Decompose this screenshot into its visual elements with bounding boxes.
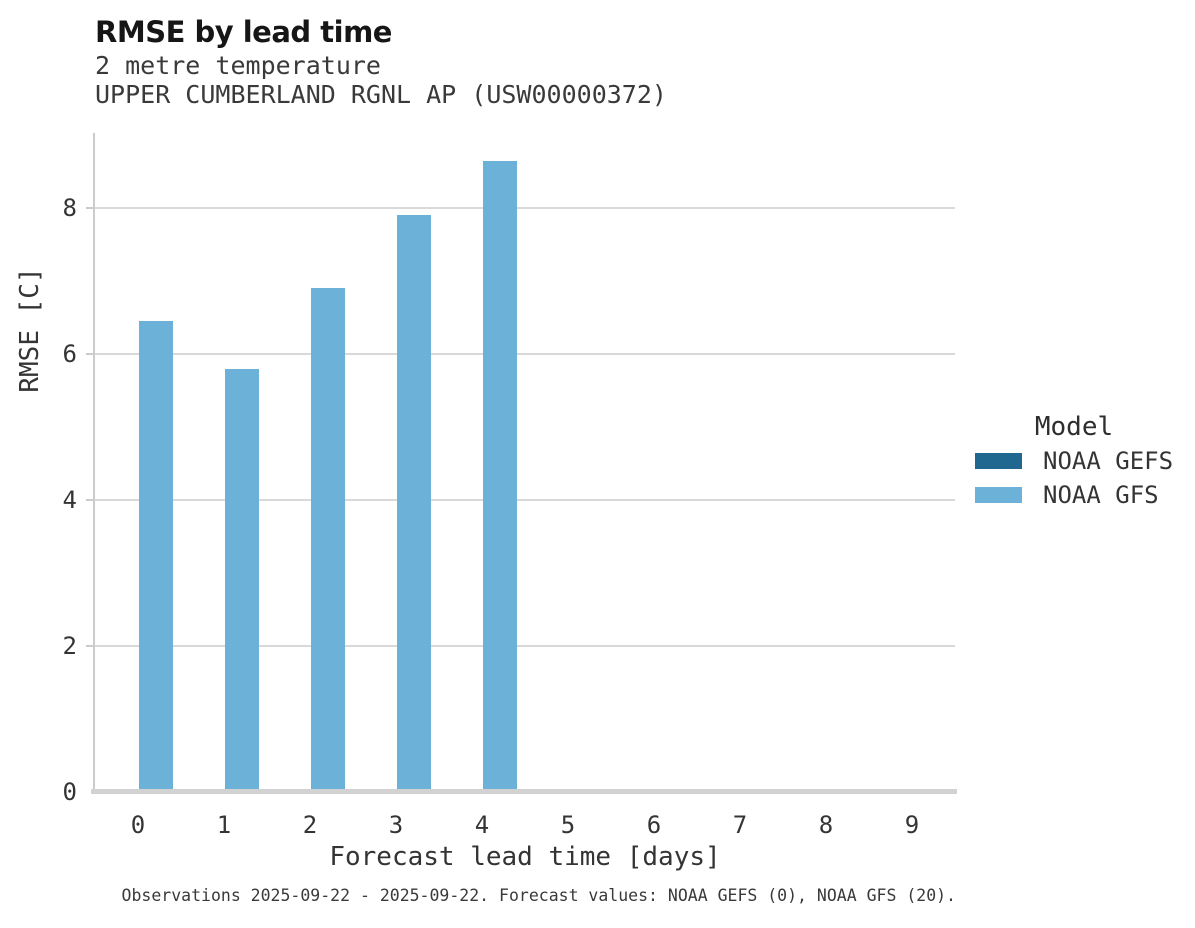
legend-title: Model <box>1034 412 1114 442</box>
y-tick-mark-2 <box>86 645 95 648</box>
x-tick-label-9: 9 <box>904 811 920 839</box>
x-tick-label-0: 0 <box>130 811 146 839</box>
x-tick-label-5: 5 <box>560 811 576 839</box>
bar-noaa-gfs-lead-3[interactable] <box>397 215 431 792</box>
y-tick-label-6: 6 <box>62 340 77 369</box>
bar-noaa-gfs-lead-4[interactable] <box>483 160 517 792</box>
y-tick-mark-4 <box>86 499 95 502</box>
gridline-y-6 <box>95 353 955 356</box>
x-tick-label-7: 7 <box>732 811 748 839</box>
y-tick-mark-8 <box>86 207 95 210</box>
gridline-y-2 <box>95 645 955 648</box>
y-axis-title: RMSE [C] <box>15 267 45 393</box>
gridline-y-8 <box>95 207 955 210</box>
caption-text: Observations 2025-09-22 - 2025-09-22. Fo… <box>121 886 956 905</box>
legend-swatch-icon <box>975 453 1022 469</box>
bar-noaa-gfs-lead-0[interactable] <box>139 321 173 792</box>
x-tick-label-4: 4 <box>474 811 490 839</box>
x-tick-label-3: 3 <box>388 811 404 839</box>
legend-item-noaa-gfs[interactable]: NOAA GFS <box>975 478 1185 512</box>
legend-item-label: NOAA GEFS <box>1043 447 1174 475</box>
x-axis-title: Forecast lead time [days] <box>329 842 721 872</box>
chart-title: RMSE by lead time <box>95 15 392 49</box>
legend-item-noaa-gefs[interactable]: NOAA GEFS <box>975 444 1185 478</box>
y-tick-label-0: 0 <box>62 778 77 806</box>
bar-noaa-gfs-lead-2[interactable] <box>311 288 345 792</box>
y-tick-label-8: 8 <box>62 194 77 223</box>
legend: Model NOAA GEFS NOAA GFS <box>975 410 1185 512</box>
chart-subtitle-variable: 2 metre temperature <box>95 51 381 80</box>
y-tick-label-2: 2 <box>62 632 77 661</box>
y-tick-label-4: 4 <box>62 486 77 515</box>
x-tick-label-8: 8 <box>818 811 834 839</box>
y-tick-mark-6 <box>86 353 95 356</box>
legend-item-label: NOAA GFS <box>1043 481 1159 509</box>
x-tick-label-6: 6 <box>646 811 662 839</box>
chart-subtitle-station: UPPER CUMBERLAND RGNL AP (USW00000372) <box>95 80 667 109</box>
y-axis-line <box>93 133 95 794</box>
x-tick-label-2: 2 <box>302 811 318 839</box>
bar-noaa-gfs-lead-1[interactable] <box>225 368 259 792</box>
legend-swatch-icon <box>975 487 1022 503</box>
gridline-y-4 <box>95 499 955 502</box>
x-tick-label-1: 1 <box>216 811 232 839</box>
plot-area: Forecast lead time [days] 0 2 4 6 8 0 1 2 3 4 5 6 7 8… <box>63 133 957 872</box>
x-axis-line <box>91 789 957 794</box>
